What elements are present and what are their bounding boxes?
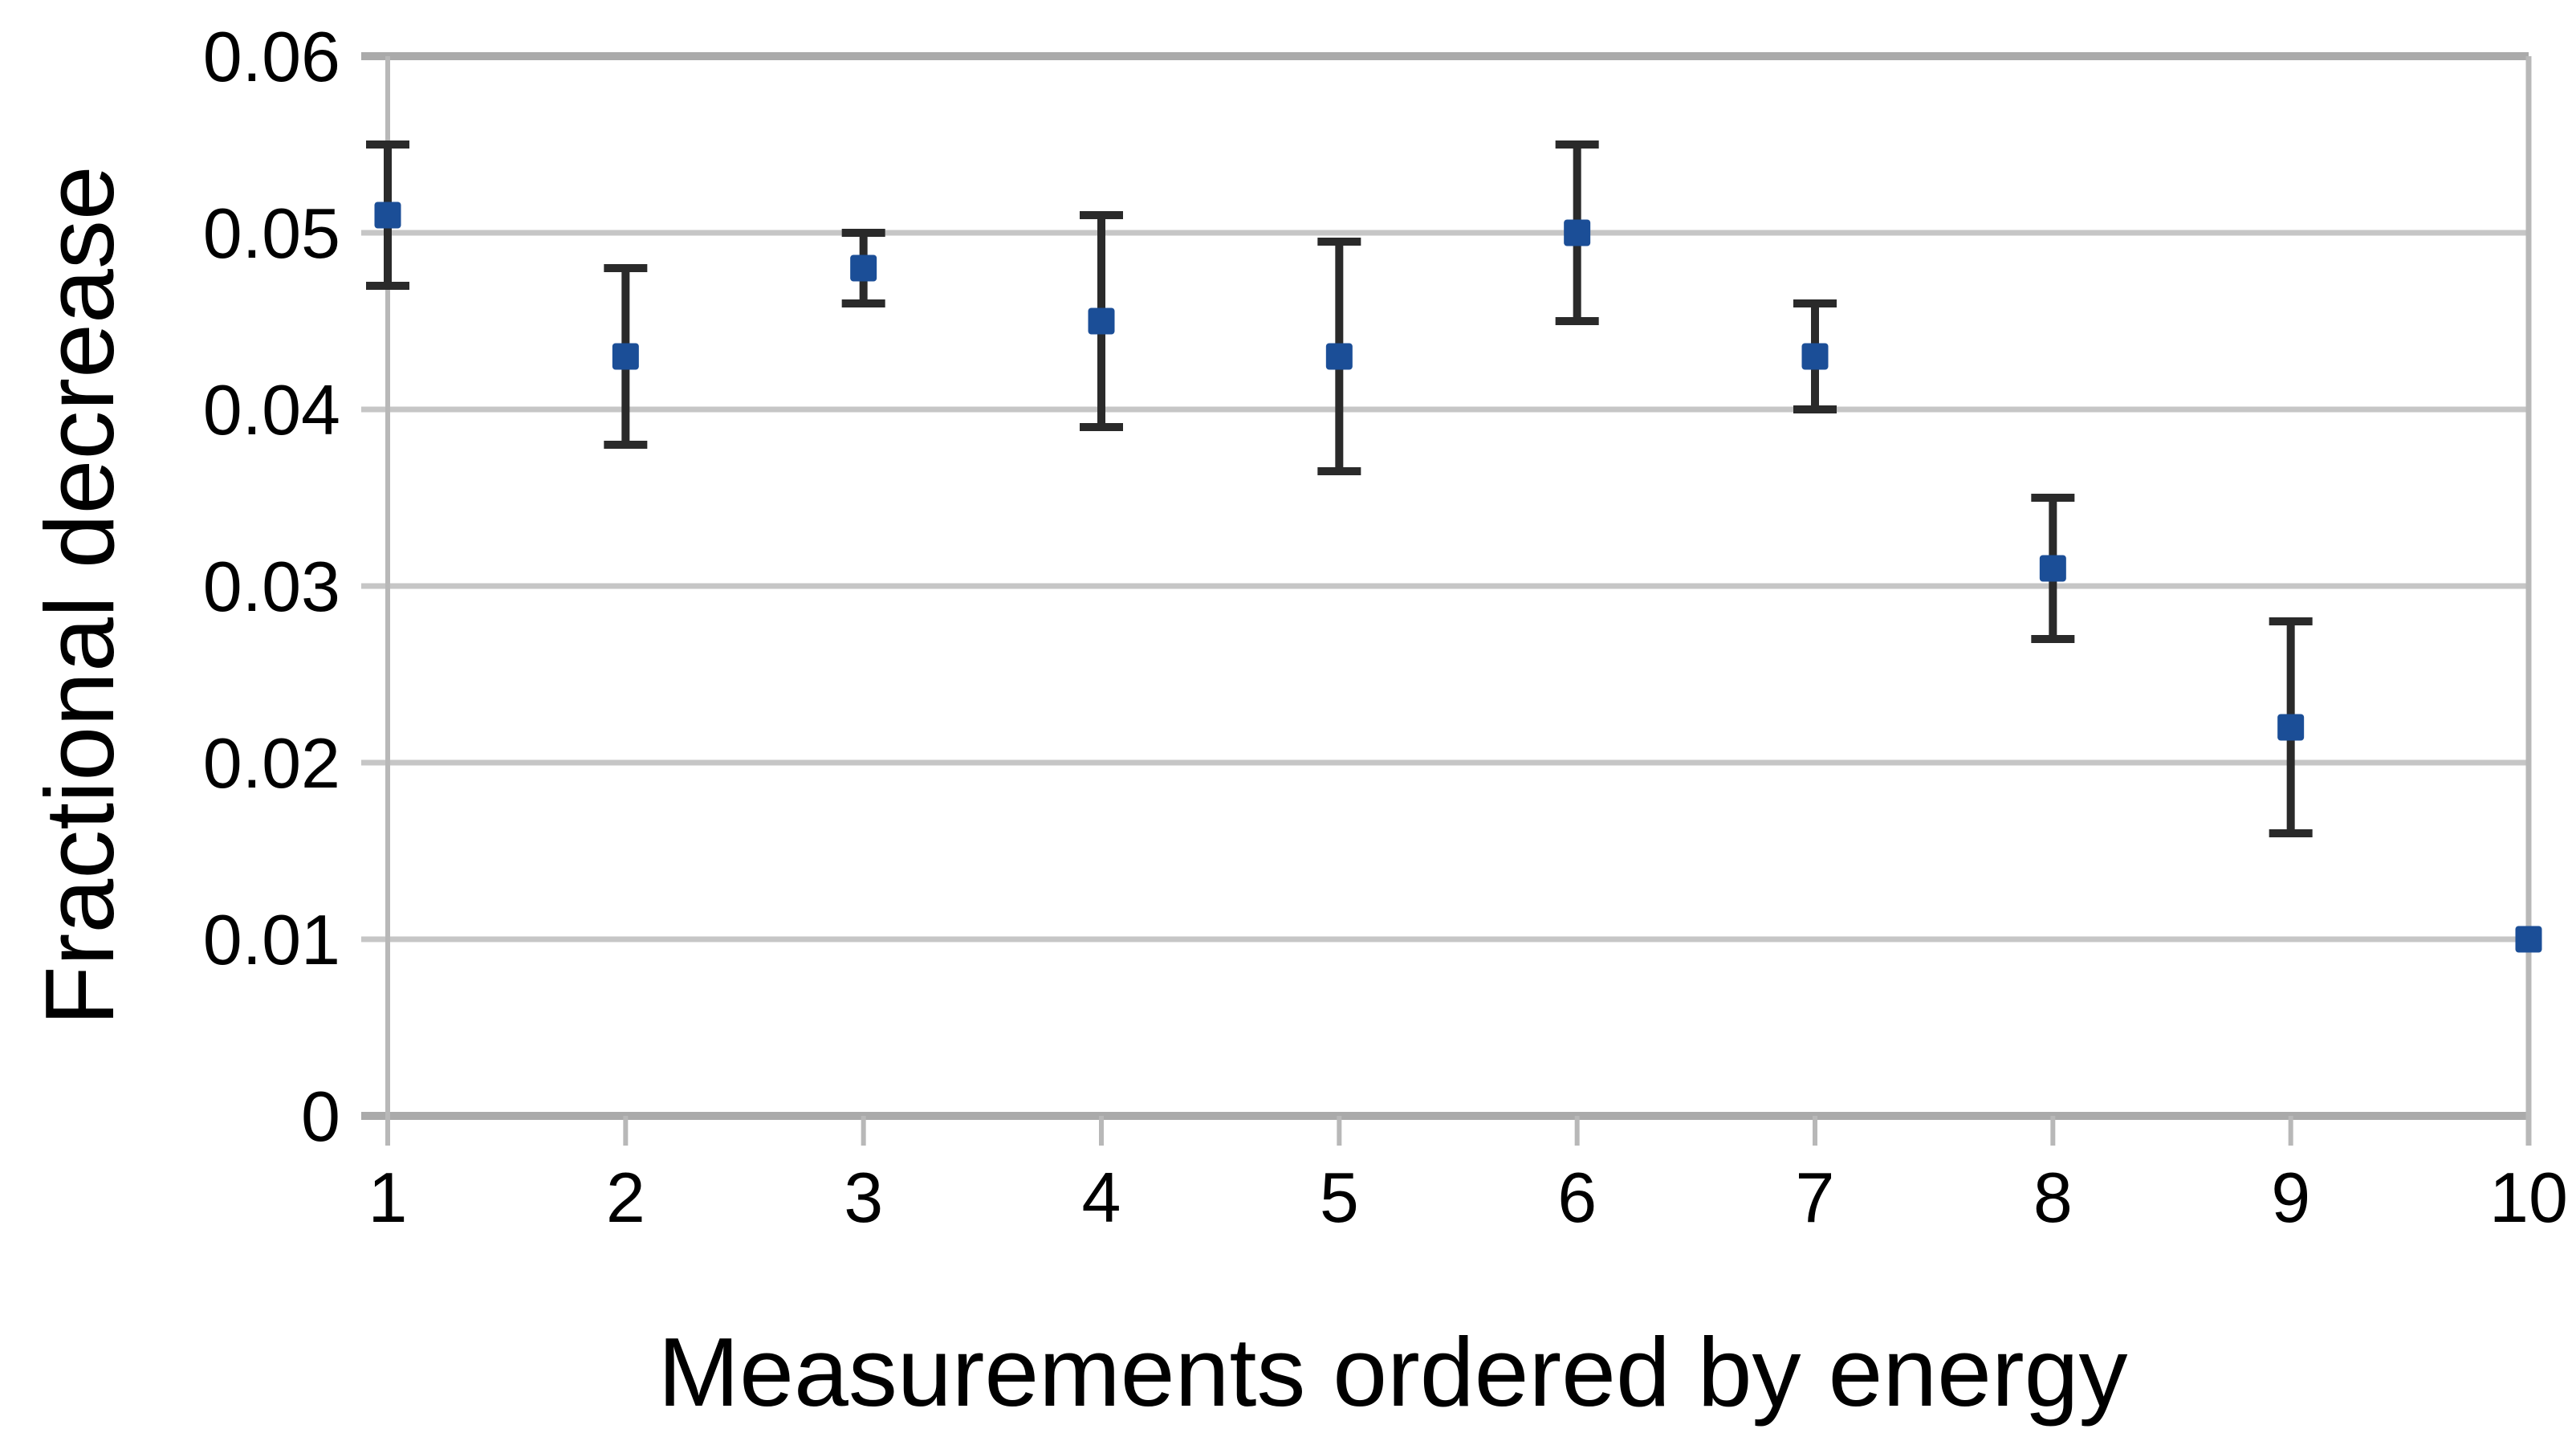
x-tick-labels: 1 2 3 4 5 6 7 8 9 10 (368, 1158, 2568, 1237)
y-tick-label: 0 (301, 1077, 340, 1156)
x-tick-label: 1 (368, 1158, 408, 1237)
y-tick-label: 0.03 (203, 547, 340, 626)
x-tick-label: 4 (1082, 1158, 1121, 1237)
data-points (374, 202, 2542, 953)
y-tick-label: 0.02 (203, 723, 340, 803)
data-point (2515, 926, 2542, 953)
x-ticks (385, 1116, 2531, 1146)
data-point (374, 202, 401, 229)
data-point (1801, 343, 1829, 370)
y-axis-title: Fractional decrease (25, 165, 134, 1026)
y-tick-label: 0.05 (203, 193, 340, 273)
x-axis-title: Measurements ordered by energy (657, 1317, 2128, 1427)
axis-frame (385, 56, 2532, 1146)
y-tick-label: 0.06 (203, 17, 340, 96)
y-tick-label: 0.01 (203, 900, 340, 979)
x-tick-label: 7 (1796, 1158, 1835, 1237)
x-tick-label: 5 (1320, 1158, 1359, 1237)
x-tick-label: 2 (606, 1158, 645, 1237)
data-point (612, 343, 639, 370)
y-tick-labels: 0 0.01 0.02 0.03 0.04 0.05 0.06 (203, 17, 340, 1156)
x-tick-label: 6 (1557, 1158, 1597, 1237)
x-tick-label: 3 (844, 1158, 883, 1237)
x-tick-label: 8 (2033, 1158, 2073, 1237)
data-point (1325, 343, 1353, 370)
gridlines (361, 52, 2529, 1120)
data-point (850, 254, 877, 282)
y-tick-label: 0.04 (203, 370, 340, 450)
data-point (1088, 307, 1115, 335)
data-point (2277, 714, 2305, 741)
data-point (1564, 219, 1591, 246)
x-tick-label: 10 (2489, 1158, 2568, 1237)
data-point (2039, 555, 2066, 582)
x-tick-label: 9 (2271, 1158, 2310, 1237)
error-bars (366, 140, 2313, 837)
